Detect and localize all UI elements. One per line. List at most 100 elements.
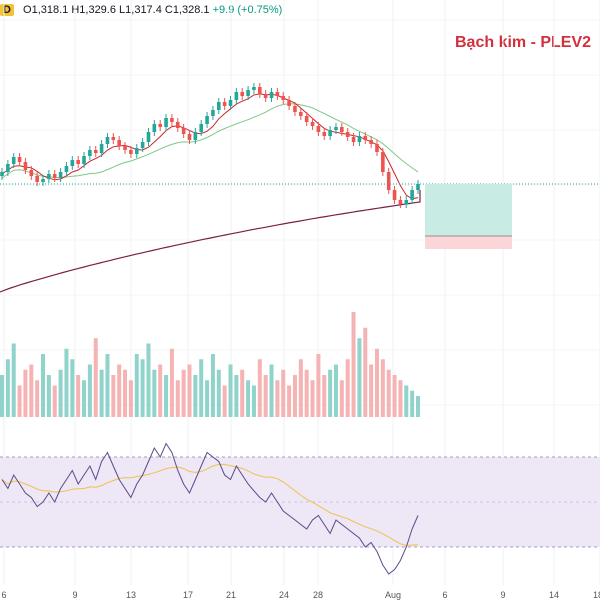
volume-bar [392,375,397,417]
volume-bar [351,312,356,417]
volume-bar [52,385,57,417]
volume-bar [175,380,180,417]
candle-body [105,137,110,144]
candle-body [41,179,45,182]
volume-bar [169,348,174,417]
candle-body [392,190,397,200]
candle-body [47,174,51,179]
x-tick-label: 13 [126,590,136,600]
volume-bar [234,375,239,417]
volume-bar [216,369,221,417]
ma-slow-line [0,190,421,293]
candle-body [287,100,291,106]
candle-body [58,172,63,178]
candle-body [299,112,303,116]
volume-bar [181,369,186,417]
ma-mid-line [1,103,419,179]
volume-bar [152,369,157,417]
volume-bar [322,375,327,417]
volume-bar [205,380,210,417]
candle-body [351,137,356,142]
candle-body [181,128,186,134]
volume-bar [46,375,51,417]
volume-bar [146,343,151,417]
volume-bar [275,380,280,417]
candle-body [293,106,297,112]
x-tick-label: 6 [442,590,447,600]
volume-bar [269,364,274,417]
candle-body [129,150,133,154]
candle-body [275,92,280,96]
volume-bar [357,338,362,417]
candle-body [82,156,86,164]
volume-bar [158,364,163,417]
candle-body [11,157,16,164]
volume-bar [35,380,40,417]
candle-body [281,96,286,100]
take-profit-zone [425,184,512,236]
candle-body [93,150,98,153]
candle-body [304,116,309,122]
stop-loss-zone [425,236,512,249]
candle-body [375,144,379,152]
candle-body [158,124,162,127]
volume-bar [316,354,321,417]
volume-bar [328,369,333,417]
volume-bar [128,380,133,417]
volume-bar [58,369,63,417]
volume-bar [82,380,87,417]
volume-bar [416,396,420,417]
x-tick-label: 24 [279,590,289,600]
volume-bar [87,364,92,417]
rsi-line [1,442,419,575]
volume-bar [193,375,198,417]
candle-body [70,160,75,166]
candle-body [88,150,92,156]
volume-bar [369,364,374,417]
candle-body [357,136,362,142]
volume-bar [246,380,251,417]
candle-body [6,164,10,172]
candle-body [216,102,221,110]
volume-bar [70,359,75,417]
volume-bar [339,380,344,417]
candle-body [269,92,274,98]
volume-bar [298,359,303,417]
volume-bar [111,375,116,417]
candle-body [23,162,28,170]
candle-body [52,174,57,178]
x-tick-label: 9 [72,590,77,600]
candle-body [328,130,332,136]
volume-bar [263,375,268,417]
candle-body [111,137,116,140]
candle-body [363,136,368,140]
volume-bar [41,354,46,417]
volume-bar [222,385,227,417]
candle-body [175,122,180,128]
candle-body [17,157,22,162]
volume-bar [5,359,10,417]
volume-bar [398,380,403,417]
volume-bar [386,369,391,417]
candle-body [199,124,204,132]
candle-body [381,152,385,172]
candle-body [234,92,239,100]
volume-bar [281,369,286,417]
timeframe-badge[interactable]: D [0,4,14,16]
volume-bar [187,364,192,417]
volume-bar [380,359,385,417]
volume-bar [363,327,368,417]
x-tick-label: 17 [183,590,193,600]
candle-body [123,146,127,150]
candle-body [35,176,39,182]
candle-body [404,200,409,204]
candle-body [386,172,391,190]
volume-bar [105,354,110,417]
candle-body [140,142,145,148]
candle-body [187,134,192,140]
volume-bar [292,375,297,417]
x-tick-label: 28 [313,590,323,600]
candle-body [345,132,350,137]
